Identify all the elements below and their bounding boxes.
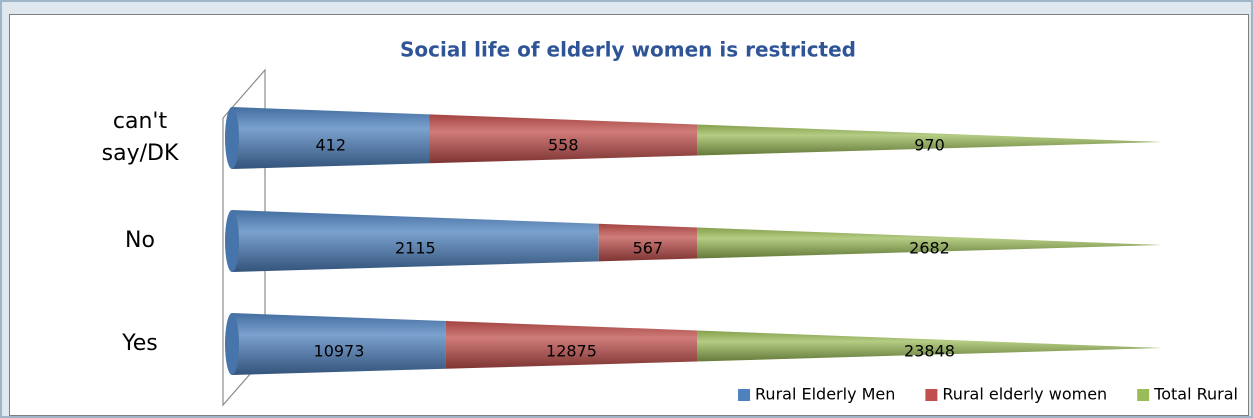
category-label: Yes bbox=[122, 331, 158, 356]
cone-segment bbox=[598, 223, 697, 262]
cone-segment bbox=[697, 227, 1162, 259]
chart-title: Social life of elderly women is restrict… bbox=[400, 38, 856, 62]
cone-segment bbox=[232, 210, 599, 272]
chart-area: Social life of elderly women is restrict… bbox=[9, 14, 1249, 416]
data-label: 567 bbox=[633, 239, 664, 258]
cone-segment bbox=[429, 114, 697, 164]
data-label: 558 bbox=[548, 136, 579, 155]
data-label: 12875 bbox=[546, 342, 597, 361]
cone-base bbox=[225, 313, 239, 375]
legend-label: Rural Elderly Men bbox=[755, 385, 895, 404]
cone-segment bbox=[232, 313, 446, 375]
cone-segment bbox=[697, 124, 1162, 156]
data-label: 412 bbox=[315, 136, 346, 155]
cone-segment bbox=[697, 330, 1162, 362]
cone-base bbox=[225, 107, 239, 169]
category-label: can't say/DK bbox=[101, 109, 179, 166]
legend-swatch bbox=[738, 389, 751, 401]
legend-label: Total Rural bbox=[1153, 385, 1238, 404]
legend-swatch bbox=[1137, 389, 1150, 401]
chart: Social life of elderly women is restrict… bbox=[222, 38, 1238, 407]
category-label: No bbox=[125, 228, 155, 253]
data-label: 970 bbox=[914, 136, 945, 155]
legend-label: Rural elderly women bbox=[942, 385, 1107, 404]
data-label: 2115 bbox=[395, 239, 436, 258]
data-label: 23848 bbox=[904, 342, 955, 361]
cone-base bbox=[225, 210, 239, 272]
legend-swatch bbox=[925, 389, 938, 401]
cone-segment bbox=[232, 107, 430, 169]
data-label: 2682 bbox=[909, 239, 950, 258]
cone-segment bbox=[445, 321, 697, 369]
data-label: 10973 bbox=[314, 342, 365, 361]
